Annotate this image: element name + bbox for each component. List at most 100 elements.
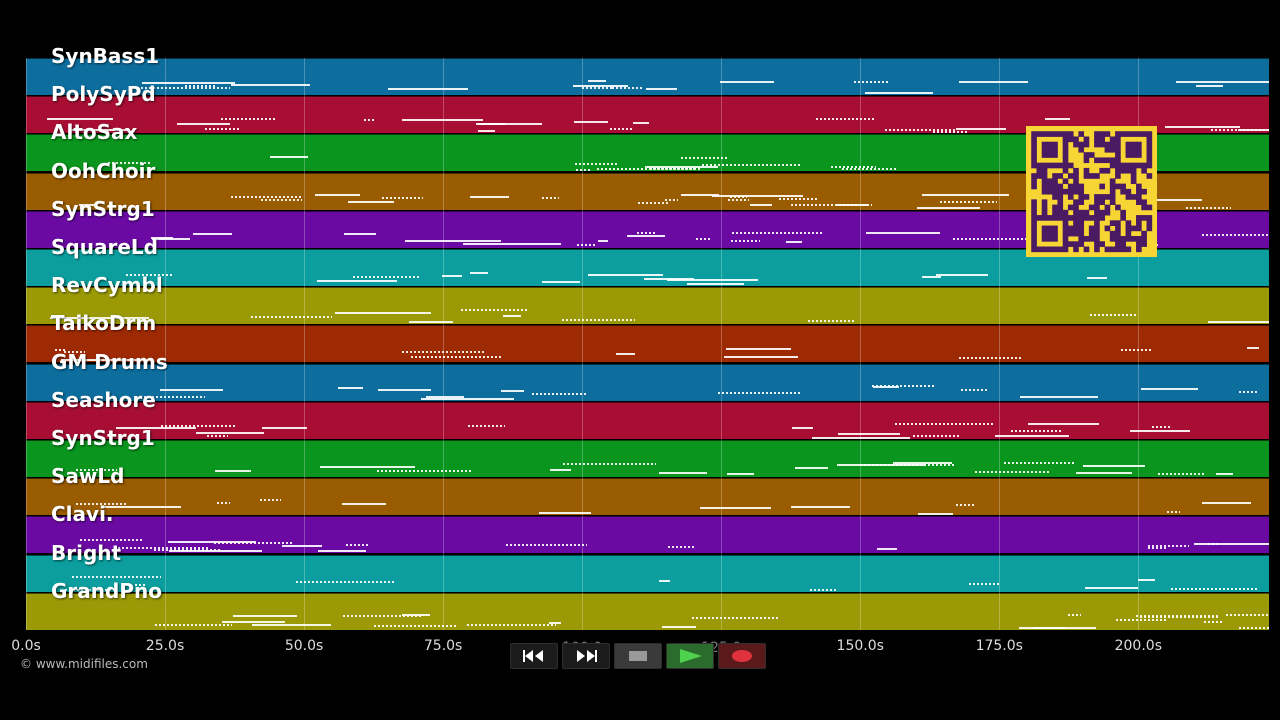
note-mark <box>1120 348 1152 351</box>
note-mark <box>1087 276 1108 279</box>
note-mark <box>645 88 677 91</box>
play-button[interactable] <box>666 643 714 669</box>
note-mark <box>792 427 813 430</box>
note-mark <box>401 351 484 354</box>
note-mark <box>230 83 311 86</box>
note-mark <box>1186 206 1231 209</box>
note-mark <box>343 615 421 618</box>
note-mark <box>217 502 230 505</box>
note-mark <box>612 87 644 90</box>
note-mark <box>958 80 1028 83</box>
note-mark <box>597 167 695 170</box>
note-mark <box>141 82 236 85</box>
note-mark <box>101 506 181 509</box>
fast-forward-button[interactable] <box>562 643 610 669</box>
note-mark <box>932 130 967 133</box>
note-mark <box>335 311 431 314</box>
note-mark <box>470 195 510 198</box>
note-mark <box>402 119 484 122</box>
note-mark <box>994 435 1069 437</box>
stop-icon <box>629 651 647 661</box>
note-mark <box>55 348 67 351</box>
time-tick-label: 200.0s <box>1114 638 1162 654</box>
note-mark <box>662 626 696 629</box>
track-label: SynBass1 <box>51 44 160 68</box>
track-label: PolySyPd <box>51 82 156 107</box>
note-mark <box>364 119 377 122</box>
note-mark <box>626 235 665 238</box>
track-lane <box>26 287 1269 325</box>
track-lane <box>26 401 1269 439</box>
note-mark <box>295 580 394 583</box>
note-mark <box>420 397 514 400</box>
note-mark <box>346 544 370 547</box>
note-mark <box>140 87 230 90</box>
note-mark <box>1068 614 1081 617</box>
note-mark <box>955 503 975 506</box>
note-mark <box>1193 543 1269 546</box>
time-tick-label: 50.0s <box>284 638 324 654</box>
note-mark <box>251 624 331 627</box>
note-mark <box>221 117 276 120</box>
note-mark <box>860 463 954 466</box>
note-mark <box>872 385 936 388</box>
note-mark <box>794 467 828 470</box>
note-mark <box>319 465 415 468</box>
time-gridline <box>582 58 584 630</box>
note-mark <box>531 393 587 396</box>
note-mark <box>463 243 562 246</box>
note-mark <box>184 85 217 88</box>
note-mark <box>408 320 454 323</box>
note-mark <box>1139 615 1218 618</box>
note-mark <box>1203 620 1224 623</box>
time-tick-label: 25.0s <box>145 638 185 654</box>
track-label: GrandPno <box>51 578 162 603</box>
note-mark <box>1208 321 1269 324</box>
note-mark <box>876 547 898 550</box>
note-mark <box>152 237 190 240</box>
note-mark <box>71 576 162 579</box>
note-mark <box>936 273 988 276</box>
time-gridline <box>304 58 306 630</box>
note-mark <box>573 85 628 88</box>
note-mark <box>470 272 488 274</box>
track-lane <box>26 516 1269 554</box>
note-mark <box>539 512 592 515</box>
track-label: Bright <box>51 540 122 565</box>
note-mark <box>960 389 990 392</box>
note-mark <box>61 358 139 361</box>
time-tick-label: 0.0s <box>11 638 41 654</box>
note-mark <box>681 157 730 160</box>
note-mark <box>786 240 803 243</box>
note-mark <box>1238 391 1259 394</box>
note-mark <box>214 469 252 472</box>
note-mark <box>381 196 423 199</box>
stop-button[interactable] <box>614 643 662 669</box>
note-mark <box>922 193 1009 196</box>
note-mark <box>1028 422 1099 425</box>
note-mark <box>778 198 819 201</box>
track-label: SynStrg1 <box>51 426 155 450</box>
note-mark <box>503 315 522 318</box>
note-mark <box>576 244 595 247</box>
note-mark <box>885 129 955 132</box>
note-mark <box>388 88 469 91</box>
note-mark <box>916 207 980 210</box>
track-lane <box>26 478 1269 516</box>
time-gridline <box>165 58 167 630</box>
track-label: SawLd <box>51 464 125 489</box>
note-mark <box>691 617 778 620</box>
note-mark <box>549 621 561 624</box>
note-mark <box>337 386 363 389</box>
rewind-button[interactable] <box>510 643 558 669</box>
note-mark <box>894 422 994 425</box>
note-mark <box>952 238 1047 241</box>
record-button[interactable] <box>718 643 766 669</box>
note-mark <box>222 621 285 624</box>
note-mark <box>347 200 394 203</box>
note-mark <box>1195 84 1223 87</box>
time-gridline <box>860 58 862 630</box>
note-mark <box>411 355 501 358</box>
note-mark <box>159 389 224 392</box>
time-gridline <box>999 58 1001 630</box>
